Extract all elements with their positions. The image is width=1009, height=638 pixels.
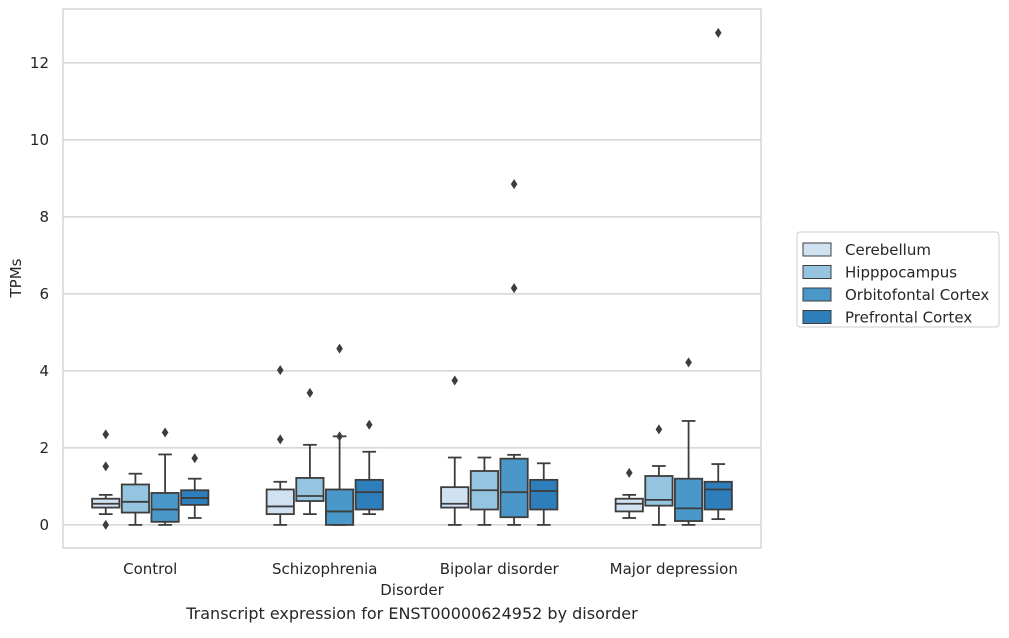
y-tick-label: 8 [39,208,49,226]
box-group [354,419,384,516]
legend-label: Orbitofontal Cortex [845,286,989,304]
outlier-point [276,434,284,445]
outlier-point [276,365,284,376]
legend-label: Cerebellum [845,241,931,259]
box-group [674,357,704,526]
box [440,486,470,509]
box-group [91,429,121,530]
box [529,478,559,511]
x-tick-label: Control [123,560,177,578]
box-group [614,467,644,519]
y-axis-label: TPMs [7,258,25,298]
y-tick-label: 2 [39,439,49,457]
legend-frame [796,231,1000,328]
y-tick-label: 12 [30,54,49,72]
box-group [180,453,210,519]
y-tick-labels: 0 2 4 6 8 10 12 [30,54,49,534]
outlier-point [655,424,663,435]
chart-caption: Transcript expression for ENST0000062495… [186,604,638,623]
box-group [150,427,180,526]
y-tick-label: 6 [39,285,49,303]
box [614,497,644,513]
outlier-point [510,179,518,190]
x-axis-label: Disorder [380,581,444,599]
box-group [295,387,325,516]
box [265,488,295,516]
outlier-point [102,429,110,440]
outlier-point [102,519,110,530]
box [644,475,674,507]
y-tick-label: 10 [30,131,49,149]
outlier-point [336,431,343,442]
x-tick-label: Major depression [610,560,738,578]
outlier-point [510,283,518,294]
outlier-point [365,419,373,430]
box [703,480,733,511]
plot-frame [62,8,762,549]
outlier-point [191,453,199,464]
box-group [529,462,559,526]
outlier-point [336,343,343,354]
legend-swatch [802,242,832,257]
legend-label: Prefrontal Cortex [845,309,972,327]
box-group [265,365,295,526]
x-tick-label: Schizophrenia [272,560,377,578]
box-group [703,27,733,521]
box-group [440,375,470,526]
legend-swatch [802,310,832,324]
boxes [91,27,733,530]
x-tick-labels: Control Schizophrenia Bipolar disorder Majo… [123,560,738,578]
legend: Cerebellum Hipppocampus Orbitofontal Corte… [796,231,1000,328]
box [354,478,384,511]
outlier-point [102,461,110,472]
box-group [644,424,674,526]
box [499,457,529,519]
outlier-point [714,27,722,38]
outlier-point [625,467,633,478]
box-group [469,456,499,526]
outlier-point [161,427,169,438]
box-group [499,179,529,526]
box [120,483,150,514]
box [295,477,325,502]
grid-lines [63,62,761,526]
box [325,488,355,526]
outlier-point [451,375,459,386]
y-tick-label: 0 [39,516,49,534]
x-tick-label: Bipolar disorder [440,560,560,578]
box [150,492,180,523]
legend-label: Hipppocampus [845,264,957,282]
box-group [325,343,355,526]
box [674,477,704,522]
legend-swatch [802,265,832,279]
outlier-point [685,357,692,368]
outlier-point [306,387,314,398]
y-tick-label: 4 [39,362,49,380]
legend-swatch [802,287,832,302]
box-group [120,472,150,526]
